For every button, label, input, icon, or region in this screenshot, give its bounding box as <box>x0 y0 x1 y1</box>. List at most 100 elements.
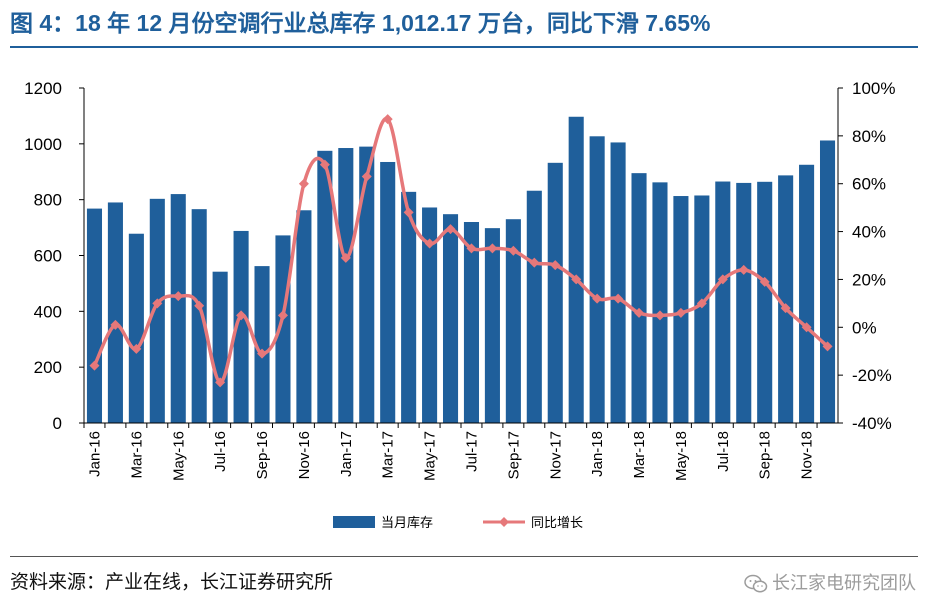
yoy-growth-point <box>801 322 812 333</box>
inventory-bar <box>610 142 626 423</box>
y2-tick-label: 0% <box>852 318 877 337</box>
x-tick-label: Mar-17 <box>380 431 397 479</box>
y-tick-label: 0 <box>53 414 62 433</box>
inventory-bar <box>484 228 500 423</box>
yoy-growth-point <box>403 207 414 218</box>
inventory-bar <box>694 195 710 423</box>
yoy-growth-point <box>738 264 749 275</box>
yoy-growth-point <box>89 360 100 371</box>
wechat-icon <box>744 575 768 593</box>
yoy-growth-point <box>654 310 665 321</box>
yoy-growth-point <box>592 293 603 304</box>
legend-label-inventory: 当月库存 <box>381 515 433 530</box>
inventory-bar <box>128 233 144 423</box>
x-tick-label: Jan-18 <box>589 431 606 477</box>
yoy-growth-point <box>131 343 142 354</box>
yoy-growth-point <box>780 303 791 314</box>
yoy-growth-point <box>424 238 435 249</box>
yoy-growth-point <box>110 319 121 330</box>
inventory-bar <box>338 148 354 423</box>
x-tick-label: Nov-16 <box>296 431 313 479</box>
inventory-bar <box>715 181 731 423</box>
yoy-growth-point <box>319 159 330 170</box>
inventory-bar <box>736 182 752 423</box>
yoy-growth-point <box>466 243 477 254</box>
inventory-bar <box>359 146 375 423</box>
watermark-text: 长江家电研究团队 <box>772 573 916 593</box>
inventory-bar <box>526 190 542 423</box>
x-tick-label: Jul-16 <box>212 431 229 472</box>
y2-tick-label: 40% <box>852 223 886 242</box>
x-tick-label: May-16 <box>170 431 187 481</box>
inventory-bar <box>380 161 396 423</box>
inventory-bar <box>212 271 228 423</box>
yoy-growth-point <box>215 377 226 388</box>
x-tick-label: Sep-18 <box>757 431 774 479</box>
x-tick-label: Mar-16 <box>128 431 145 479</box>
y-tick-label: 600 <box>34 247 62 266</box>
inventory-bar <box>652 182 668 423</box>
source-note: 资料来源：产业在线，长江证券研究所 <box>10 572 334 593</box>
inventory-bar <box>422 207 438 423</box>
y-tick-label: 1200 <box>24 79 62 98</box>
x-tick-label: Mar-18 <box>631 431 648 479</box>
inventory-bar <box>819 140 836 423</box>
inventory-bar <box>631 173 647 423</box>
yoy-growth-point <box>675 307 686 318</box>
yoy-growth-point <box>173 291 184 302</box>
inventory-bar <box>170 194 186 423</box>
figure-title: 图 4：18 年 12 月份空调行业总库存 1,012.17 万台，同比下滑 7… <box>10 10 711 36</box>
x-tick-label: Jan-16 <box>86 431 103 477</box>
y2-tick-label: -20% <box>852 366 892 385</box>
inventory-bar <box>463 222 480 423</box>
yoy-growth-point <box>759 276 770 287</box>
inventory-bar <box>568 116 584 424</box>
inventory-bar <box>442 214 459 423</box>
y2-tick-label: 100% <box>852 79 895 98</box>
x-tick-label: Jul-18 <box>715 431 732 472</box>
inventory-bar <box>778 175 794 423</box>
yoy-growth-point <box>613 293 624 304</box>
yoy-growth-point <box>298 178 309 189</box>
yoy-growth-point <box>571 274 582 285</box>
inventory-chart: 0 200 400 600 800 1000 1200 -40% -20% 0% 20% 40% 60%… <box>24 79 895 530</box>
inventory-bar <box>275 235 291 423</box>
legend-label-growth: 同比增长 <box>531 515 583 530</box>
inventory-bar <box>547 162 563 424</box>
x-tick-label: Jan-17 <box>338 431 355 477</box>
yoy-growth-point <box>152 298 163 309</box>
inventory-bar <box>149 198 165 423</box>
y-tick-label: 400 <box>34 302 62 321</box>
legend-swatch-inventory <box>333 516 375 528</box>
inventory-bar <box>191 209 207 423</box>
inventory-bar <box>505 219 521 423</box>
inventory-bar <box>589 136 605 423</box>
x-tick-label: Jul-17 <box>463 431 480 472</box>
yoy-growth-point <box>445 224 456 235</box>
inventory-bar <box>317 150 333 423</box>
yoy-growth-point <box>340 252 351 263</box>
yoy-growth-point <box>822 341 833 352</box>
inventory-bar <box>107 202 123 423</box>
y2-tick-label: 80% <box>852 127 886 146</box>
inventory-bar <box>86 208 103 423</box>
yoy-growth-point <box>194 300 205 311</box>
inventory-bar <box>401 191 417 423</box>
source-divider <box>10 556 918 557</box>
x-tick-label: Nov-18 <box>799 431 816 479</box>
x-tick-label: Nov-17 <box>547 431 564 479</box>
yoy-growth-point <box>382 114 393 125</box>
inventory-bar <box>799 164 815 423</box>
y2-tick-label: 20% <box>852 270 886 289</box>
inventory-bar <box>757 181 773 423</box>
legend-marker-growth <box>499 517 509 527</box>
x-tick-label: Sep-17 <box>505 431 522 479</box>
title-divider <box>10 46 918 48</box>
watermark: 长江家电研究团队 <box>744 566 916 600</box>
yoy-growth-point <box>361 171 372 182</box>
yoy-growth-point <box>257 348 268 359</box>
yoy-growth-point <box>508 245 519 256</box>
yoy-growth-point <box>277 310 288 321</box>
x-tick-label: May-17 <box>422 431 439 481</box>
y2-tick-label: 60% <box>852 175 886 194</box>
